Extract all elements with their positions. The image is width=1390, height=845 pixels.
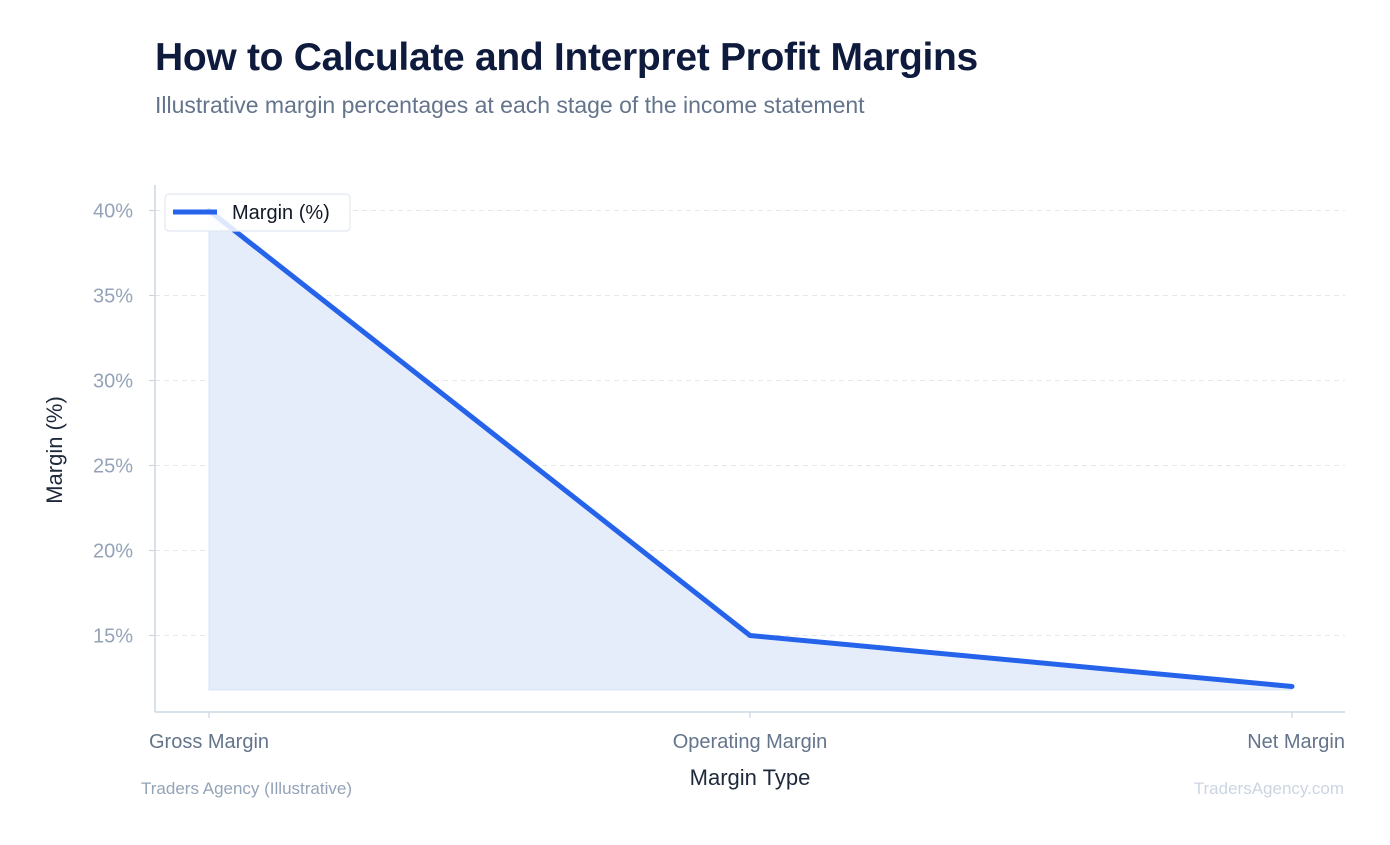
y-axis-title: Margin (%) [42,396,67,504]
x-axis-title: Margin Type [690,765,811,790]
chart-subtitle: Illustrative margin percentages at each … [155,92,865,118]
margin-area-fill [208,209,1293,691]
watermark[interactable]: TradersAgency.com [1193,779,1344,798]
legend[interactable]: Margin (%) [164,193,351,232]
x-tick-label: Operating Margin [673,731,828,753]
y-tick-label: 20% [93,541,133,563]
x-tick-label: Gross Margin [149,731,269,753]
legend-box [164,193,351,232]
source-note: Traders Agency (Illustrative) [141,779,352,798]
y-tick-label: 35% [93,286,133,308]
y-tick-label: 30% [93,371,133,393]
legend-label-margin: Margin (%) [232,202,330,224]
y-tick-label: 15% [93,626,133,648]
x-tick-label: Net Margin [1247,731,1345,753]
x-ticks: Gross Margin Operating Margin Net Margin [149,712,1345,753]
y-ticks: 15% 20% 25% 30% 35% 40% [93,201,155,648]
y-tick-label: 40% [93,201,133,223]
chart-title: How to Calculate and Interpret Profit Ma… [155,36,978,79]
y-tick-label: 25% [93,456,133,478]
series-line-margin [206,208,1295,689]
